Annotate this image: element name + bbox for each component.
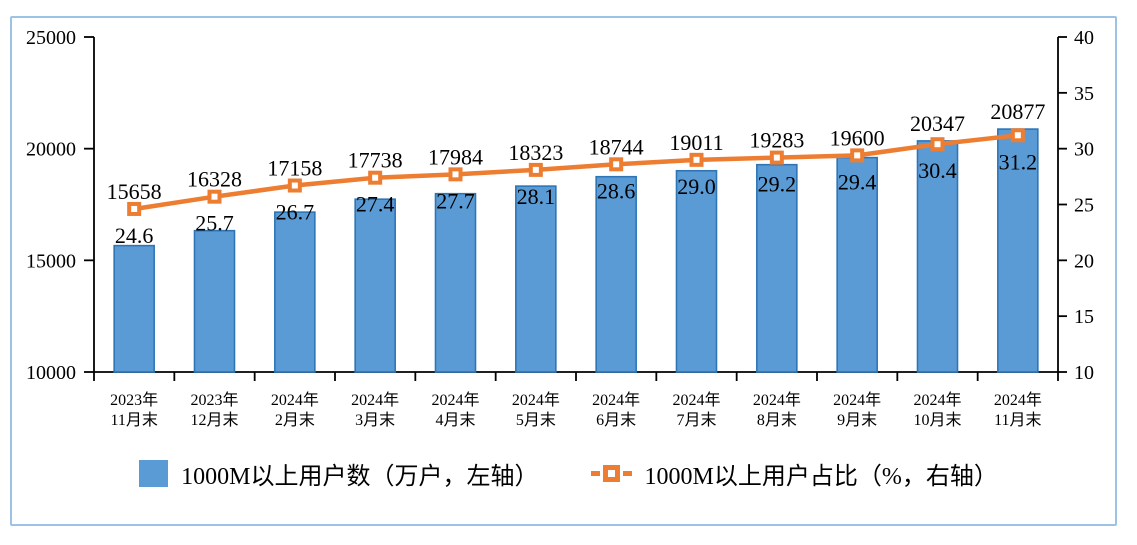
right-axis-tick-label: 30 <box>1074 139 1094 161</box>
bar-value-label: 15658 <box>107 179 162 204</box>
pct-value-label: 30.4 <box>918 158 957 183</box>
line-marker-core <box>131 205 138 212</box>
x-axis-label-line2: 8月末 <box>757 411 797 429</box>
left-axis-tick-label: 15000 <box>26 250 76 272</box>
x-axis-label-line1: 2024年 <box>271 391 319 409</box>
bar-value-label: 19011 <box>669 130 723 155</box>
pct-value-label: 25.7 <box>195 211 234 236</box>
line-marker-core <box>452 171 459 178</box>
x-axis-label-line1: 2024年 <box>351 391 399 409</box>
x-axis-label-line1: 2023年 <box>110 391 158 409</box>
right-axis-tick-label: 25 <box>1074 195 1094 217</box>
bar-value-label: 17158 <box>267 156 322 181</box>
x-axis-label-line1: 2023年 <box>190 391 238 409</box>
bar <box>193 229 236 373</box>
bar <box>595 175 637 373</box>
line-marker-core <box>613 161 620 168</box>
bar-value-label: 18323 <box>508 140 563 165</box>
pct-value-label: 27.7 <box>436 188 475 213</box>
bar <box>515 185 557 373</box>
line-marker-core <box>1014 132 1021 139</box>
x-axis-label-line1: 2024年 <box>994 391 1042 409</box>
line-series <box>133 133 1019 212</box>
bar-value-label: 19283 <box>749 128 804 153</box>
bar <box>113 244 155 373</box>
pct-value-label: 29.0 <box>677 174 716 199</box>
bar-value-label: 18744 <box>589 134 644 159</box>
x-axis-label-line1: 2024年 <box>913 391 961 409</box>
legend-item-line-series: 1000M以上用户占比（%，右轴） <box>590 456 998 491</box>
x-axis-label-line2: 3月末 <box>355 411 395 429</box>
left-axis-tick-label: 10000 <box>26 362 76 384</box>
bar-value-label: 20347 <box>910 111 965 136</box>
left-axis-tick-label: 25000 <box>26 27 76 49</box>
x-axis-label-line1: 2024年 <box>672 391 720 409</box>
bar <box>675 169 718 373</box>
line-marker-core <box>693 156 700 163</box>
left-axis-tick-label: 20000 <box>26 139 76 161</box>
bar <box>997 128 1039 373</box>
line-series-marker-icon <box>590 464 632 482</box>
bar <box>274 211 316 373</box>
line-series-legend-label: 1000M以上用户占比（%，右轴） <box>644 463 998 490</box>
bar-value-label: 17984 <box>428 144 483 169</box>
pct-value-label: 27.4 <box>356 192 395 217</box>
x-axis-label-line1: 2024年 <box>512 391 560 409</box>
x-axis-label-line1: 2024年 <box>431 391 479 409</box>
bar-value-label: 20877 <box>990 99 1045 124</box>
x-axis-label-line1: 2024年 <box>833 391 881 409</box>
bar-value-label: 17738 <box>348 148 403 173</box>
line-marker-core <box>773 154 780 161</box>
bar <box>354 198 396 373</box>
bar <box>756 163 798 373</box>
x-axis-label-line2: 7月末 <box>676 411 716 429</box>
line-marker-core <box>211 193 218 200</box>
right-axis-tick-label: 15 <box>1074 306 1094 328</box>
right-axis-tick-label: 40 <box>1074 27 1094 49</box>
line-marker-core <box>372 174 379 181</box>
line-marker-core <box>532 166 539 173</box>
legend: 1000M以上用户数（万户，左轴） 1000M以上用户占比（%，右轴） <box>0 449 1137 497</box>
right-axis-tick-label: 10 <box>1074 362 1094 384</box>
line-marker-core <box>854 152 861 159</box>
x-axis-label-line2: 9月末 <box>837 411 877 429</box>
pct-value-label: 31.2 <box>999 149 1038 174</box>
x-axis-label-line2: 12月末 <box>190 411 238 429</box>
bar-value-label: 19600 <box>830 125 885 150</box>
pct-value-label: 28.6 <box>597 178 636 203</box>
x-axis-label-line2: 10月末 <box>913 411 961 429</box>
x-axis-label-line2: 2月末 <box>275 411 315 429</box>
bar <box>916 140 959 373</box>
x-axis-label-line2: 4月末 <box>435 411 475 429</box>
legend-item-bar-series: 1000M以上用户数（万户，左轴） <box>139 456 539 491</box>
pct-value-label: 29.2 <box>758 172 797 197</box>
pct-value-label: 28.1 <box>517 184 556 209</box>
bar-series-legend-label: 1000M以上用户数（万户，左轴） <box>181 463 539 490</box>
x-axis-label-line2: 6月末 <box>596 411 636 429</box>
bar-value-label: 16328 <box>187 167 242 192</box>
line-marker-core <box>291 182 298 189</box>
right-axis-tick-label: 35 <box>1074 83 1094 105</box>
legend-dash-icon <box>622 470 632 476</box>
right-axis-tick-label: 20 <box>1074 250 1094 272</box>
x-axis-label-line2: 11月末 <box>994 411 1041 429</box>
bar-series-swatch-icon <box>139 459 169 487</box>
x-axis-label-line2: 11月末 <box>110 411 157 429</box>
pct-value-label: 29.4 <box>838 169 877 194</box>
x-axis-label-line2: 5月末 <box>516 411 556 429</box>
pct-value-label: 26.7 <box>276 200 315 225</box>
legend-square-marker-icon <box>602 464 620 482</box>
line-marker-core <box>934 141 941 148</box>
x-axis-label-line1: 2024年 <box>753 391 801 409</box>
bar <box>434 192 477 373</box>
legend-dash-icon <box>590 470 600 476</box>
x-axis-label-line1: 2024年 <box>592 391 640 409</box>
pct-value-label: 24.6 <box>115 223 154 248</box>
